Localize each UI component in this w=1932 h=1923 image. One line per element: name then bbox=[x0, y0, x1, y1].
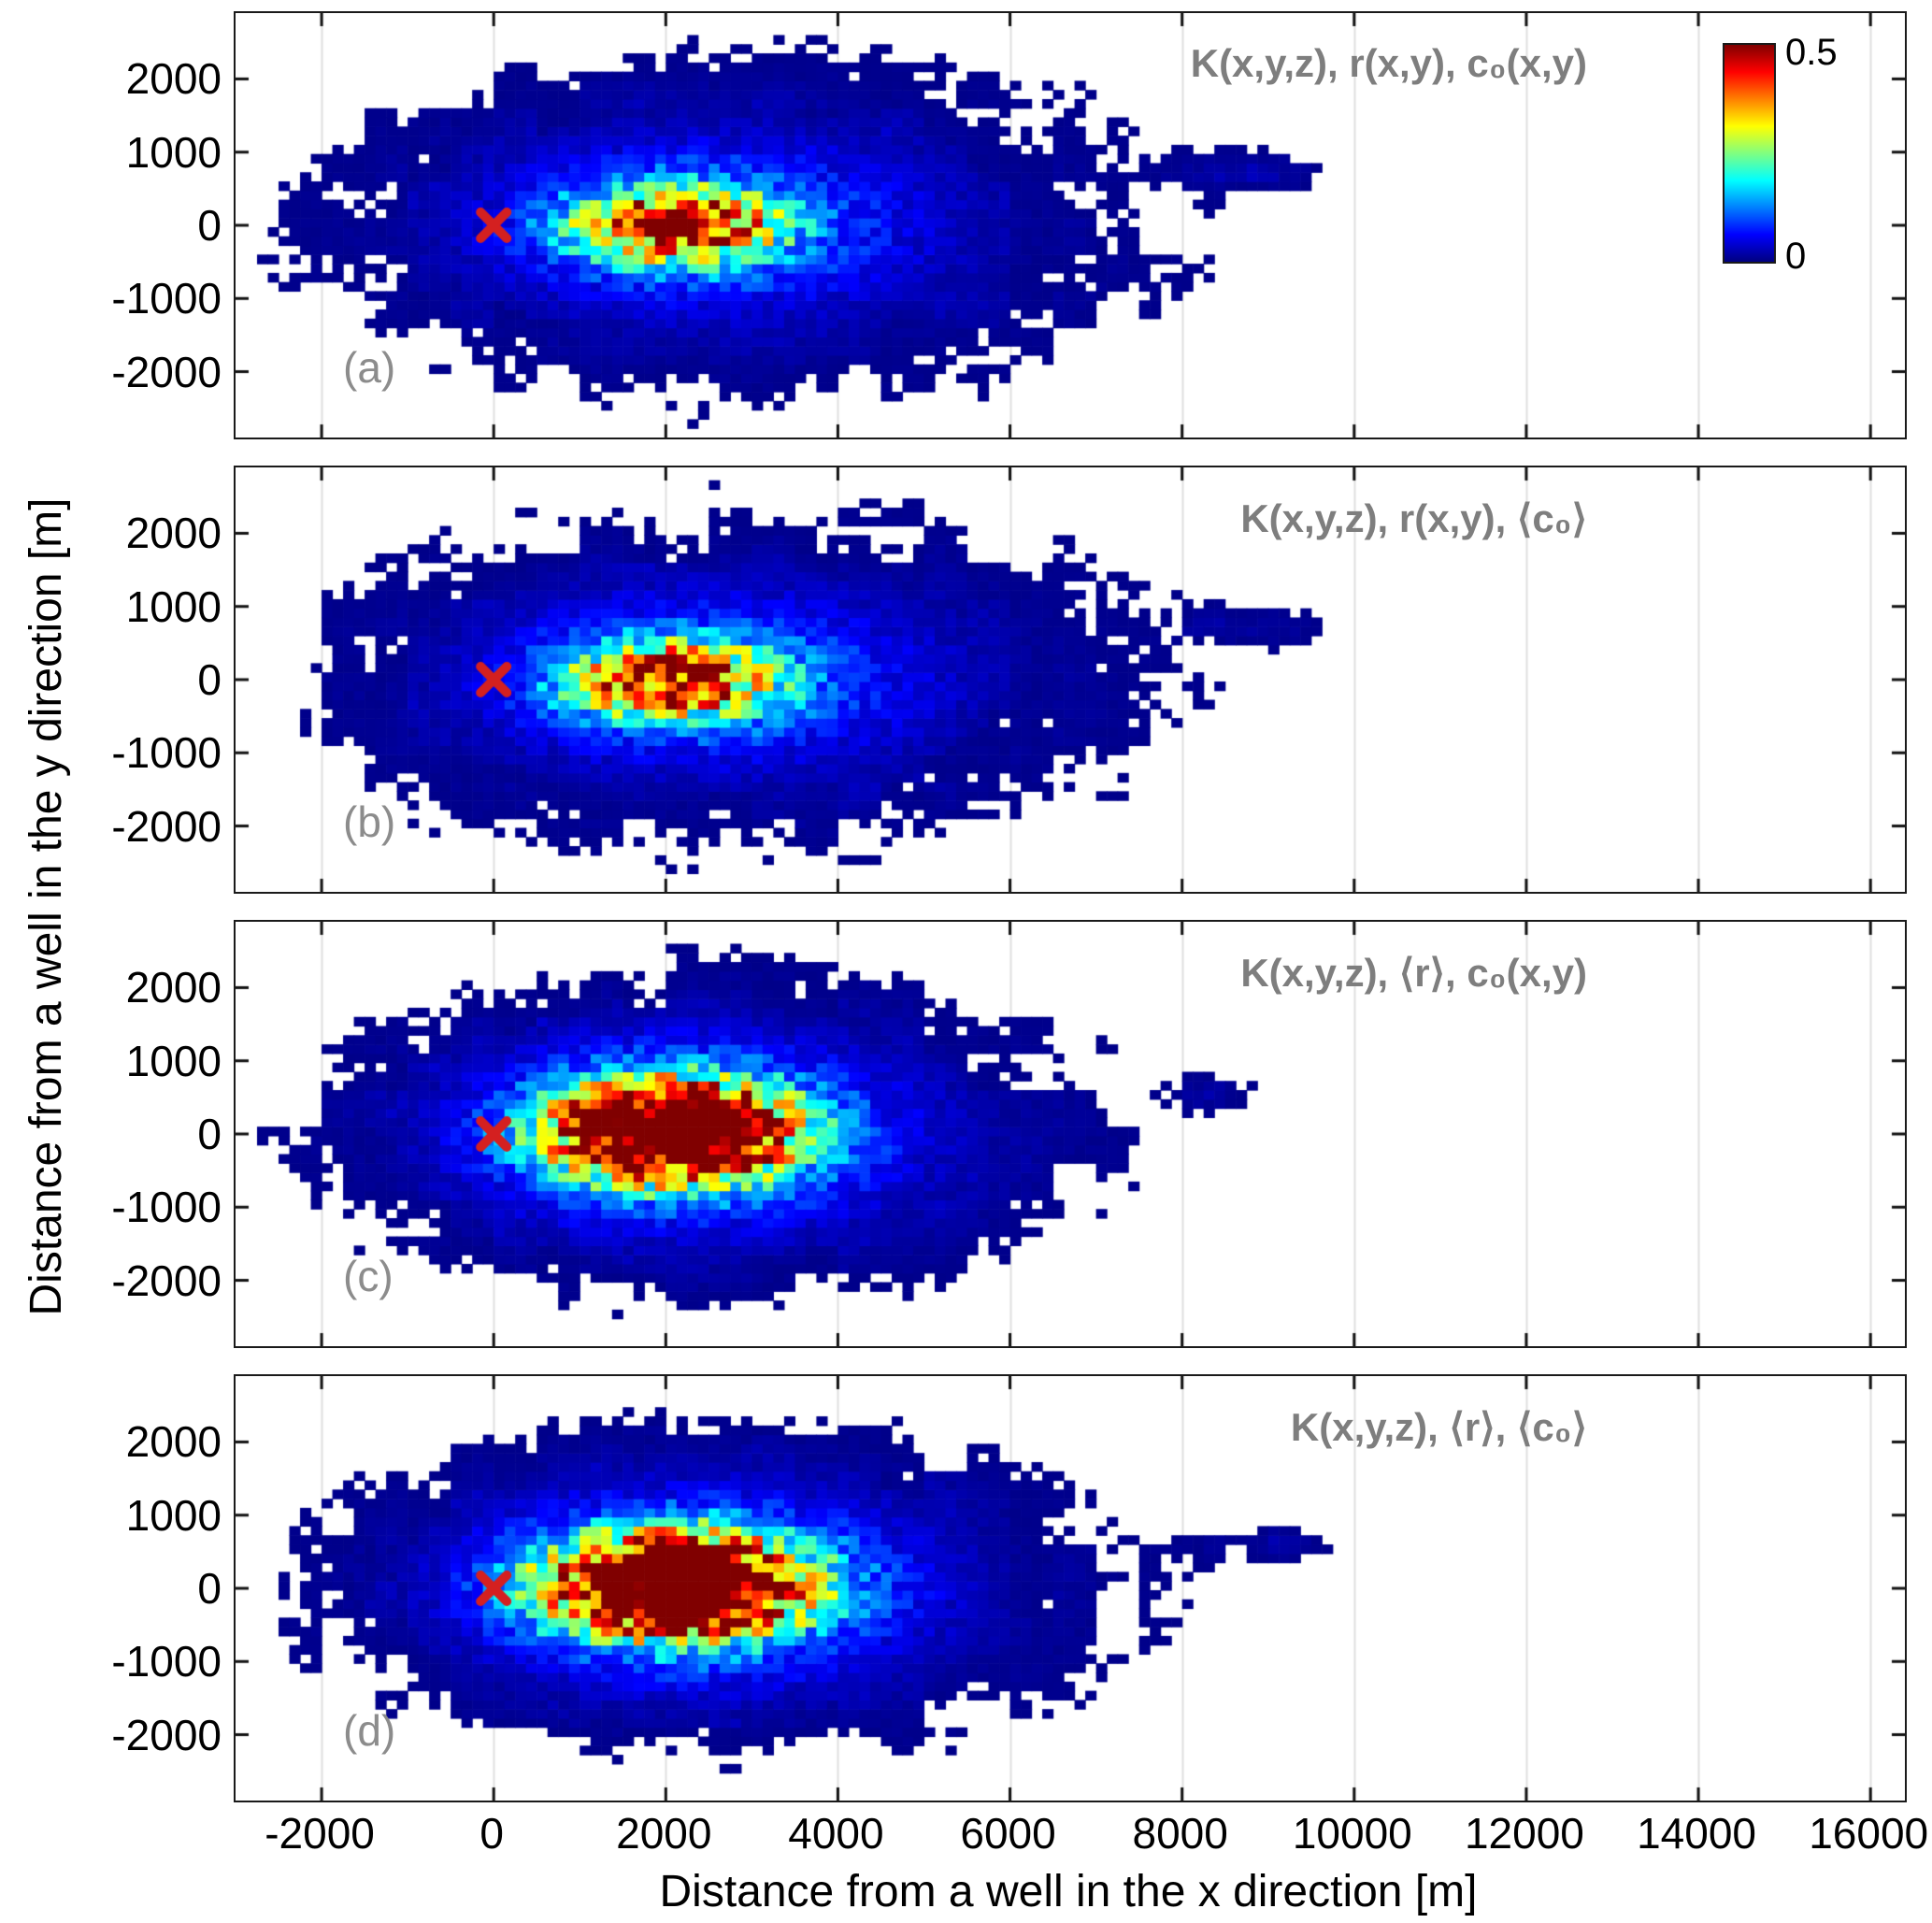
y-tick-label: -2000 bbox=[111, 1710, 222, 1759]
y-tick-label: 0 bbox=[197, 655, 222, 704]
y-tick-label: -1000 bbox=[111, 728, 222, 778]
y-tick-label: 0 bbox=[197, 1110, 222, 1158]
x-tick-label: -2000 bbox=[265, 1809, 375, 1858]
y-tick-label: 0 bbox=[197, 1564, 222, 1613]
x-tick-label: 12000 bbox=[1464, 1809, 1584, 1858]
x-tick-label: 8000 bbox=[1132, 1809, 1228, 1858]
y-tick-label: 2000 bbox=[125, 963, 222, 1012]
heatmap-canvas-b bbox=[236, 467, 1905, 892]
heatmap-canvas-d bbox=[236, 1376, 1905, 1801]
y-tick-label: 2000 bbox=[125, 54, 222, 104]
x-tick-label: 2000 bbox=[616, 1809, 712, 1858]
panel-title-a: K(x,y,z), r(x,y), c₀(x,y) bbox=[1190, 41, 1587, 85]
heatmap-panel-b: K(x,y,z), r(x,y), ⟨c₀⟩ (b) -2000 -1000 0 10… bbox=[111, 466, 1907, 894]
heatmap-panel-c: K(x,y,z), ⟨r⟩, c₀(x,y) (c) -2000 -1000 0 10… bbox=[111, 920, 1907, 1348]
panel-letter-b: (b) bbox=[343, 797, 396, 846]
y-tick-label: 2000 bbox=[125, 1417, 222, 1467]
colorbar-min-label: 0 bbox=[1785, 236, 1807, 277]
panel-letter-c: (c) bbox=[343, 1252, 394, 1300]
y-tick-labels-c: -2000 -1000 0 1000 2000 bbox=[44, 922, 222, 1346]
y-tick-label: 2000 bbox=[125, 509, 222, 558]
x-tick-label: 14000 bbox=[1637, 1809, 1757, 1858]
colorbar-max-label: 0.5 bbox=[1785, 32, 1838, 73]
panel-title-b: K(x,y,z), r(x,y), ⟨c₀⟩ bbox=[1240, 496, 1587, 540]
y-tick-label: 0 bbox=[197, 201, 222, 250]
y-tick-label: -2000 bbox=[111, 347, 222, 396]
y-tick-label: 1000 bbox=[125, 1036, 222, 1085]
heatmap-panel-d: K(x,y,z), ⟨r⟩, ⟨c₀⟩ (d) -2000 -1000 0 1000 2… bbox=[111, 1374, 1907, 1802]
heatmap-panel-a: K(x,y,z), r(x,y), c₀(x,y) (a) -2000 -1000… bbox=[111, 11, 1907, 439]
heatmap-canvas-a bbox=[236, 13, 1905, 438]
x-tick-label: 16000 bbox=[1809, 1809, 1929, 1858]
x-tick-label: 4000 bbox=[788, 1809, 884, 1858]
y-tick-label: -1000 bbox=[111, 1183, 222, 1232]
y-tick-label: -1000 bbox=[111, 1637, 222, 1686]
x-tick-label: 0 bbox=[479, 1809, 504, 1858]
y-tick-label: 1000 bbox=[125, 1490, 222, 1540]
y-tick-label: 1000 bbox=[125, 127, 222, 177]
y-tick-label: -2000 bbox=[111, 1256, 222, 1305]
panel-title-c: K(x,y,z), ⟨r⟩, c₀(x,y) bbox=[1240, 951, 1587, 995]
y-tick-labels-b: -2000 -1000 0 1000 2000 bbox=[44, 467, 222, 892]
heatmap-canvas-c bbox=[236, 922, 1905, 1346]
x-tick-row: -2000 0 2000 4000 6000 8000 10000 12000 14000 160… bbox=[234, 1808, 1928, 1860]
y-tick-label: -1000 bbox=[111, 274, 222, 323]
colorbar: 0.5 0 bbox=[1723, 32, 1886, 277]
x-axis-label: Distance from a well in the x direction … bbox=[659, 1867, 1478, 1916]
panel-letter-d: (d) bbox=[343, 1706, 396, 1755]
x-tick-label: 10000 bbox=[1292, 1809, 1412, 1858]
y-tick-label: -2000 bbox=[111, 801, 222, 851]
y-tick-label: 1000 bbox=[125, 581, 222, 631]
x-tick-label: 6000 bbox=[960, 1809, 1056, 1858]
y-tick-labels-a: -2000 -1000 0 1000 2000 bbox=[44, 13, 222, 438]
panel-letter-a: (a) bbox=[343, 343, 396, 392]
panel-title-d: K(x,y,z), ⟨r⟩, ⟨c₀⟩ bbox=[1290, 1405, 1587, 1449]
y-tick-labels-d: -2000 -1000 0 1000 2000 bbox=[44, 1376, 222, 1801]
colorbar-gradient bbox=[1723, 43, 1776, 264]
